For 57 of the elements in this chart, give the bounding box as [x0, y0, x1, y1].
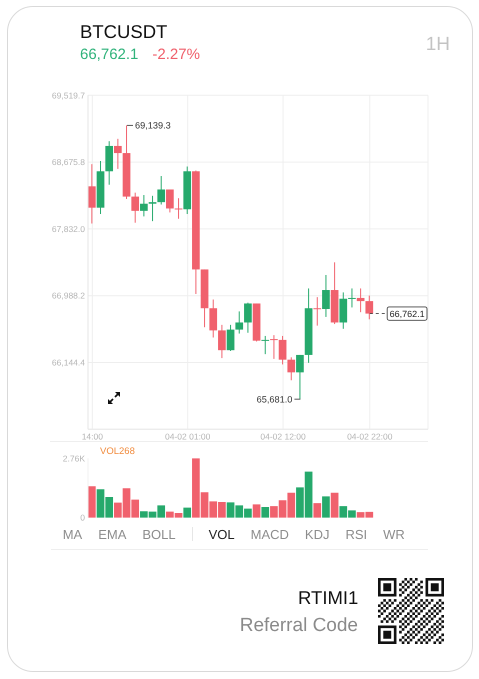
candlestick	[261, 335, 270, 355]
text: EMA	[98, 526, 126, 542]
x-tick-label: 04-02 01:00	[165, 431, 211, 442]
candlestick	[244, 302, 252, 334]
bar	[322, 496, 330, 518]
text: KDJ	[304, 526, 330, 542]
candlestick	[270, 334, 278, 360]
candlestick	[313, 296, 322, 326]
chart-subtitle: 66,762.1	[80, 46, 138, 64]
y-tick-label: 66,988.2	[52, 290, 86, 301]
candlestick	[114, 138, 122, 170]
y-tick-label: 2.76K	[62, 453, 86, 464]
candlestick	[148, 195, 156, 222]
text: -2.27%	[152, 46, 200, 64]
bar	[261, 506, 270, 518]
x-tick-label: 14:00	[82, 431, 104, 442]
candlestick	[322, 274, 330, 318]
text: MA	[62, 526, 82, 542]
bar	[183, 508, 192, 518]
y-tick-label: 0	[80, 512, 86, 523]
y-tick-label: 68,675.8	[52, 157, 86, 168]
ref-line-label: 66,762.1	[390, 308, 425, 319]
chart-title: BTCUSDT	[80, 21, 168, 42]
candlestick	[278, 335, 286, 365]
annotation: 65,681.0	[256, 394, 292, 404]
candlestick	[356, 288, 364, 313]
candlestick	[131, 192, 140, 224]
text: RTIMI1	[298, 587, 358, 608]
candlestick	[235, 310, 244, 334]
text: MACD	[250, 526, 289, 542]
candlestick	[226, 324, 234, 352]
text: VOL268	[100, 446, 135, 457]
y-tick-label: 66,144.4	[52, 358, 86, 368]
text: VOL	[208, 526, 235, 542]
text: Referral Code	[240, 614, 358, 636]
candlestick	[209, 299, 218, 338]
bar	[252, 504, 260, 518]
x-tick-label: 04-02 12:00	[260, 431, 306, 442]
candlestick	[218, 324, 226, 359]
bar	[330, 492, 338, 518]
bar	[313, 503, 322, 518]
text: BOLL	[142, 526, 176, 542]
candlestick	[157, 176, 166, 206]
bar	[88, 486, 96, 518]
text: 1H	[426, 34, 450, 55]
text: RSI	[345, 526, 368, 542]
y-tick-label: 67,832.0	[52, 224, 86, 234]
candlestick	[365, 295, 374, 320]
candlestick	[166, 188, 174, 213]
candlestick	[287, 356, 296, 381]
text: WR	[383, 526, 405, 542]
y-tick-label: 69,519.7	[52, 90, 86, 100]
annotation: 69,139.3	[135, 120, 171, 131]
candlestick	[296, 354, 304, 400]
candlestick	[140, 194, 148, 217]
x-tick-label: 04-02 22:00	[347, 431, 393, 442]
candlestick	[174, 198, 182, 220]
